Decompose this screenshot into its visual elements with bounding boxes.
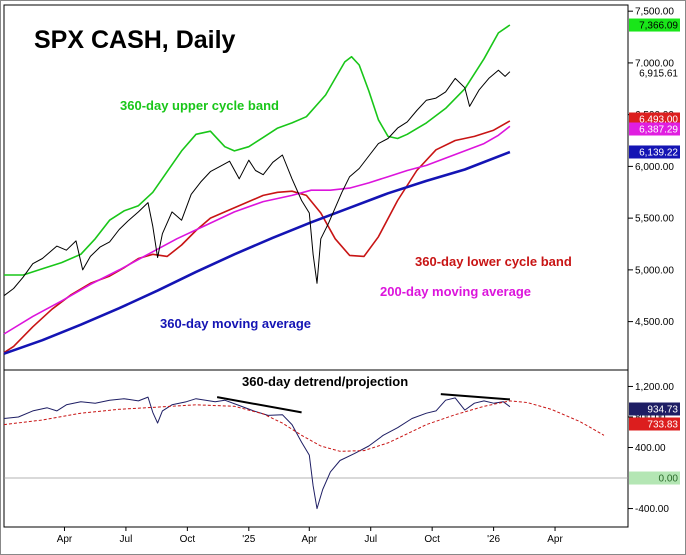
series-line-ma200 [3, 125, 511, 335]
badge-lower_band-bg [629, 112, 680, 126]
upper-tick-label: 6,000.00 [635, 162, 674, 173]
x-tick-label: Oct [424, 534, 440, 545]
badge-projection-bg [629, 417, 680, 431]
lower-tick-label: 1,200.00 [635, 382, 674, 393]
upper-series [3, 24, 511, 355]
x-tick-label: Apr [301, 534, 317, 545]
series-line-projection [3, 400, 605, 452]
lower-series [3, 396, 605, 510]
x-tick-label: Apr [57, 534, 73, 545]
x-tick-label: Jul [364, 534, 377, 545]
badge-ma360-bg [629, 145, 680, 159]
series-line-ma360 [3, 150, 511, 355]
annotation-upper-band: 360-day upper cycle band [120, 98, 279, 113]
lower-tick-label: -400.00 [635, 504, 669, 515]
badge-zero-bg [629, 471, 680, 485]
badge-upper_band: 7,366.09 [639, 21, 678, 32]
x-tick-label: Oct [180, 534, 196, 545]
series-line-upper_band [4, 24, 511, 276]
trendlines [216, 393, 510, 414]
series-line-detrend [3, 396, 511, 510]
annotation-ma360: 360-day moving average [160, 316, 311, 331]
trendline [216, 396, 302, 414]
lower-tick-label: 400.00 [635, 443, 666, 454]
badge-zero: 0.00 [659, 474, 679, 485]
badge-lower_band: 6,493.00 [639, 115, 678, 126]
x-axis-ticks: Apr Jul Oct '25 Apr Jul Oct '26 Apr [57, 527, 563, 545]
x-tick-label: '25 [242, 534, 255, 545]
upper-tick-label: 7,500.00 [635, 7, 674, 18]
chart-title: SPX CASH, Daily [34, 26, 236, 54]
badge-projection: 733.83 [647, 420, 678, 431]
series-line-price [3, 69, 511, 297]
x-tick-label: '26 [487, 534, 500, 545]
badge-detrend-bg [629, 402, 680, 416]
badge-ma200-bg [629, 122, 680, 136]
badge-upper_band-bg [629, 18, 680, 32]
x-tick-label: Apr [547, 534, 563, 545]
annotation-detrend: 360-day detrend/projection [242, 374, 408, 389]
badge-ma200: 6,387.29 [639, 125, 678, 136]
annotation-ma200: 200-day moving average [380, 284, 531, 299]
trendline [440, 393, 510, 401]
badge-price-bg [629, 66, 680, 80]
upper-tick-label: 5,500.00 [635, 214, 674, 225]
badge-ma360: 6,139.22 [639, 147, 678, 158]
upper-tick-label: 4,500.00 [635, 317, 674, 328]
upper-tick-label: 5,000.00 [635, 265, 674, 276]
upper-tick-label: 7,000.00 [635, 58, 674, 69]
badge-price: 6,915.61 [639, 69, 678, 80]
x-tick-label: Jul [120, 534, 133, 545]
last-value-badges: 7,366.09 6,493.006,387.29 6,139.22 6,915.61… [629, 18, 680, 485]
annotation-lower-band: 360-day lower cycle band [415, 254, 572, 269]
badge-detrend: 934.73 [647, 405, 678, 416]
